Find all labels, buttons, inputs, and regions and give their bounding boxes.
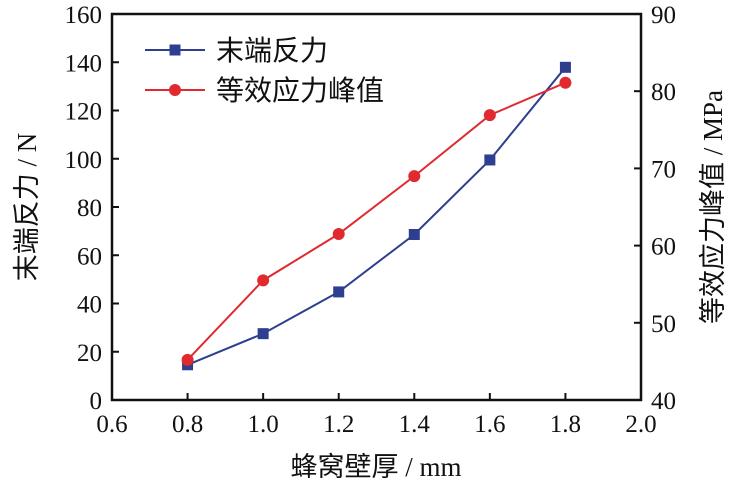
- legend-marker-circle: [169, 84, 181, 96]
- y-tick-label: 160: [65, 2, 103, 29]
- x-tick-label: 1.6: [474, 411, 505, 438]
- x-tick-label: 1.8: [550, 411, 581, 438]
- y2-tick-label: 40: [651, 388, 676, 415]
- legend-marker-square: [169, 44, 181, 56]
- x-tick-label: 0.6: [96, 411, 127, 438]
- data-point-square: [408, 229, 420, 241]
- data-point-circle: [332, 228, 345, 241]
- y-tick-label: 140: [65, 50, 103, 77]
- data-point-circle: [257, 274, 270, 287]
- data-point-square: [559, 61, 571, 73]
- series-line-2: [186, 81, 566, 361]
- x-tick-label: 1.2: [323, 411, 354, 438]
- data-point-square: [333, 286, 345, 298]
- x-axis-label: 蜂窝壁厚 / mm: [290, 452, 461, 482]
- y-tick-label: 100: [65, 147, 103, 174]
- legend-label: 等效应力峰值: [216, 75, 384, 107]
- x-tick-label: 0.8: [172, 411, 203, 438]
- y2-tick-label: 50: [651, 311, 676, 338]
- y-tick-label: 20: [77, 340, 102, 367]
- y-tick-label: 40: [77, 292, 102, 319]
- y2-axis-label: 等效应力峰值 / MPa: [698, 90, 728, 324]
- y-tick-label: 0: [90, 388, 103, 415]
- data-point-circle: [408, 170, 421, 183]
- x-tick-label: 1.0: [248, 411, 279, 438]
- y-tick-label: 120: [65, 99, 103, 126]
- data-point-square: [257, 328, 269, 340]
- x-tick-label: 1.4: [399, 411, 431, 438]
- data-point-circle: [559, 76, 572, 89]
- x-tick-label: 2.0: [625, 411, 656, 438]
- y2-tick-label: 90: [651, 2, 676, 29]
- y-tick-label: 60: [77, 243, 102, 270]
- data-point-circle: [483, 109, 496, 122]
- data-point-square: [484, 154, 496, 166]
- data-point-circle: [181, 353, 194, 366]
- legend-label: 末端反力: [216, 35, 328, 67]
- y-axis-label: 末端反力 / N: [12, 133, 42, 282]
- y2-tick-label: 70: [651, 156, 676, 183]
- y2-tick-label: 60: [651, 234, 676, 261]
- y-tick-label: 80: [77, 195, 102, 222]
- series-line-1: [187, 66, 567, 366]
- y2-tick-label: 80: [651, 79, 676, 106]
